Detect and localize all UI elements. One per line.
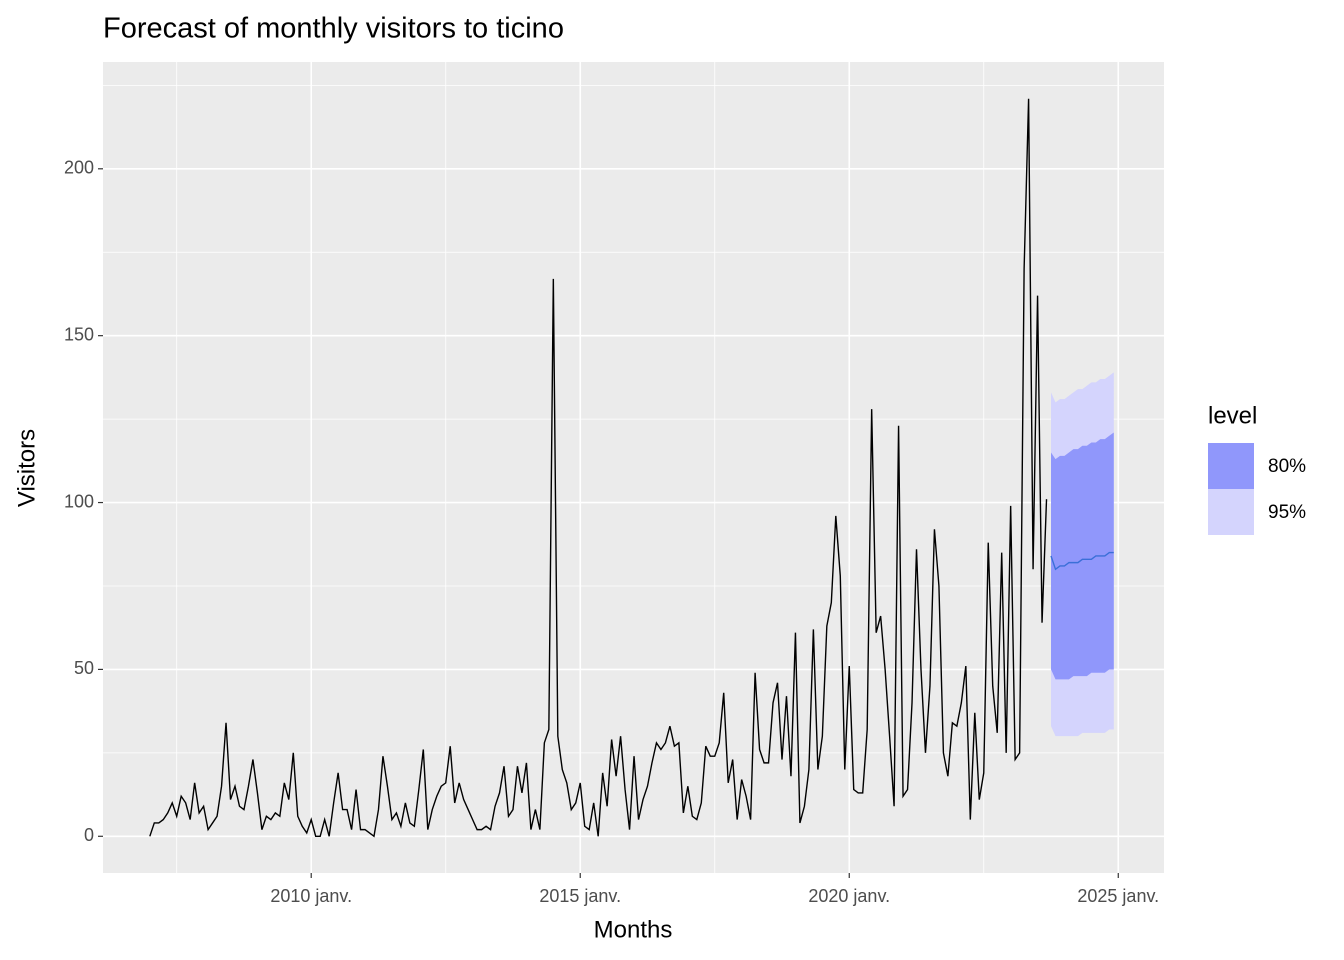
y-tick-label: 200 xyxy=(64,158,94,178)
legend-title: level xyxy=(1208,402,1257,429)
panel xyxy=(103,62,1164,873)
x-axis-label: Months xyxy=(594,916,673,943)
y-tick-label: 50 xyxy=(74,658,94,678)
y-axis-label: Visitors xyxy=(13,429,40,507)
interval-band xyxy=(1051,432,1114,680)
y-tick-label: 150 xyxy=(64,324,94,344)
chart-title: Forecast of monthly visitors to ticino xyxy=(103,13,564,45)
legend-key xyxy=(1208,489,1254,535)
y-tick-label: 0 xyxy=(84,825,94,845)
legend-label: 80% xyxy=(1268,456,1306,477)
forecast-mean xyxy=(1050,551,1114,571)
legend-label: 95% xyxy=(1268,502,1306,523)
x-tick-label: 2025 janv. xyxy=(1077,886,1159,906)
legend-key xyxy=(1208,443,1254,489)
history-line xyxy=(149,98,1048,838)
x-tick-label: 2010 janv. xyxy=(270,886,352,906)
y-tick-label: 100 xyxy=(64,491,94,511)
x-tick-label: 2015 janv. xyxy=(539,886,621,906)
x-tick-label: 2020 janv. xyxy=(808,886,890,906)
